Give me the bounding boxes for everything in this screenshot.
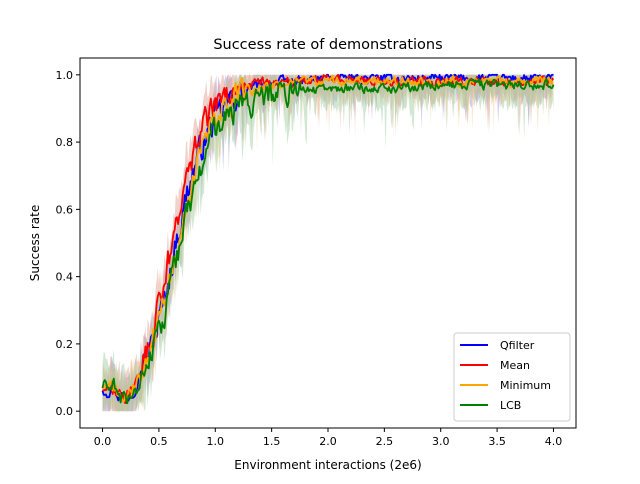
legend-box xyxy=(453,332,571,422)
legend-label-qfilter: Qfilter xyxy=(500,339,535,352)
x-tick-label: 3.5 xyxy=(488,435,506,448)
y-tick-label: 0.0 xyxy=(56,405,74,418)
x-tick-label: 0.0 xyxy=(94,435,112,448)
series-line-qfilter xyxy=(101,73,554,404)
chart-title: Success rate of demonstrations xyxy=(213,37,442,53)
series-line-lcb xyxy=(101,78,555,405)
legend-label-lcb: LCB xyxy=(500,399,521,412)
x-axis-ticks: 0.0 0.5 1.0 1.5 2.0 2.5 3.0 3.5 4.0 xyxy=(94,428,562,448)
variance-shade-layer xyxy=(102,74,554,412)
y-axis-label: Success rate xyxy=(28,205,42,282)
series-band-minimum xyxy=(102,74,554,412)
y-tick-label: 0.2 xyxy=(56,338,74,351)
y-axis-ticks: 0.0 0.2 0.4 0.6 0.8 1.0 xyxy=(56,69,80,418)
y-tick-label: 0.8 xyxy=(56,136,74,149)
y-tick-label: 0.6 xyxy=(56,203,74,216)
x-axis-label: Environment interactions (2e6) xyxy=(234,458,421,472)
x-tick-label: 1.0 xyxy=(207,435,225,448)
series-band-lcb xyxy=(102,74,554,412)
x-tick-label: 2.0 xyxy=(319,435,337,448)
x-tick-label: 2.5 xyxy=(376,435,394,448)
legend-label-minimum: Minimum xyxy=(500,379,551,392)
x-tick-label: 0.5 xyxy=(150,435,168,448)
x-tick-label: 3.0 xyxy=(432,435,450,448)
x-tick-label: 1.5 xyxy=(263,435,281,448)
series-band-qfilter xyxy=(102,74,554,412)
x-tick-label: 4.0 xyxy=(545,435,563,448)
legend-label-mean: Mean xyxy=(500,359,530,372)
legend: Qfilter Mean Minimum LCB xyxy=(453,332,571,422)
series-line-layer xyxy=(101,73,555,405)
y-tick-label: 0.4 xyxy=(56,271,74,284)
y-tick-label: 1.0 xyxy=(56,69,74,82)
